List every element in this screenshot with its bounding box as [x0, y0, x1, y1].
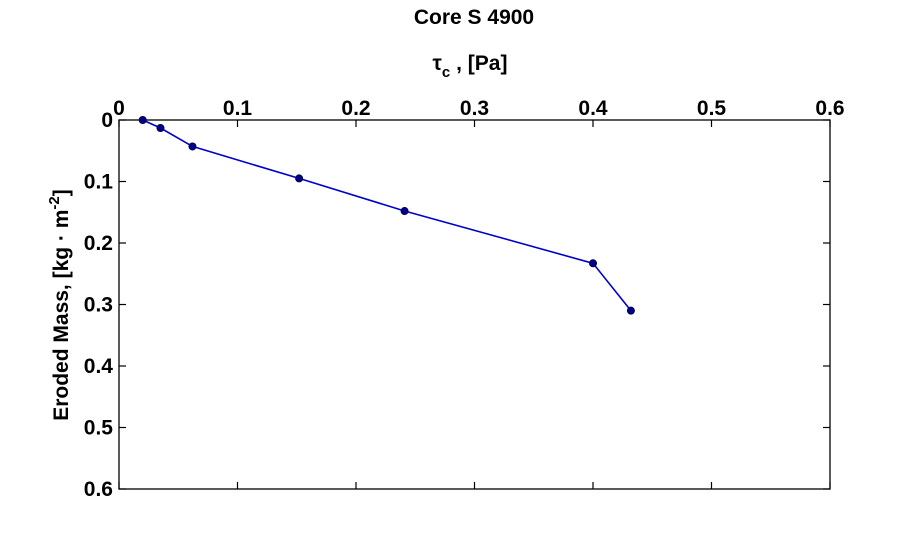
data-point-0-3 [295, 174, 304, 183]
x-axis-label-rest: , [Pa] [450, 52, 507, 75]
x-tick-label-5: 0.5 [697, 97, 727, 120]
x-axis-label-symbol: τ [433, 52, 443, 75]
x-axis-label-subscript: c [442, 64, 450, 81]
axis-tick-labels: 0 0.1 0.2 0.3 0.4 0.5 0.6 0 0.1 0.2 0.3 0.4 0.5 0.6 [84, 97, 845, 501]
data-point-0-6 [626, 306, 635, 315]
y-tick-label-5: 0.5 [84, 417, 114, 440]
data-point-0-1 [156, 123, 165, 132]
y-tick-label-4: 0.4 [84, 355, 114, 378]
data-point-0-5 [589, 259, 598, 268]
data-point-0-0 [138, 116, 147, 125]
y-axis-label: Eroded Mass, [kg · m-2] [46, 189, 73, 421]
plot-area-frame [118, 119, 831, 490]
data-point-0-2 [188, 142, 197, 151]
x-tick-label-3: 0.3 [460, 97, 489, 120]
y-tick-label-2: 0.2 [84, 232, 113, 255]
x-tick-label-6: 0.6 [815, 97, 844, 120]
y-axis-label-main: Eroded Mass, [kg · m [50, 210, 73, 421]
data-point-0-4 [400, 207, 409, 216]
series-line-0 [142, 119, 632, 312]
data-series [138, 116, 635, 315]
y-tick-label-0: 0 [101, 109, 113, 132]
x-tick-label-2: 0.2 [341, 97, 370, 120]
axis-ticks [118, 119, 831, 490]
chart-title: Core S 4900 [414, 6, 534, 29]
y-tick-label-1: 0.1 [84, 171, 114, 194]
x-axis-label: τc , [Pa] [433, 52, 508, 81]
x-tick-label-4: 0.4 [578, 97, 608, 120]
y-tick-label-6: 0.6 [84, 478, 113, 501]
x-tick-label-1: 0.1 [223, 97, 253, 120]
x-tick-label-0: 0 [113, 97, 125, 120]
y-axis-label-superscript: -2 [46, 196, 63, 209]
y-tick-label-3: 0.3 [84, 294, 113, 317]
y-axis-label-close: ] [50, 189, 73, 196]
